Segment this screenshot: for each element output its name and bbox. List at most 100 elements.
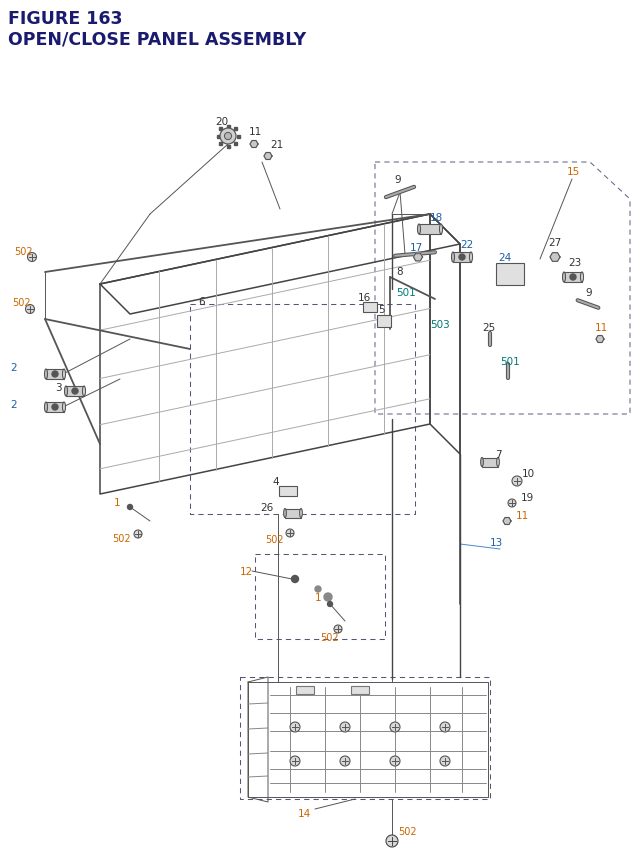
Text: 11: 11: [516, 511, 529, 520]
Bar: [419, 225, 441, 235]
Text: 12: 12: [240, 567, 253, 576]
Text: 502: 502: [398, 826, 417, 836]
Polygon shape: [503, 518, 511, 525]
Text: 26: 26: [260, 503, 273, 512]
Circle shape: [508, 499, 516, 507]
Text: 4: 4: [272, 476, 278, 486]
Circle shape: [334, 625, 342, 633]
Text: FIGURE 163: FIGURE 163: [8, 10, 122, 28]
Bar: [237, 135, 239, 139]
Circle shape: [72, 388, 78, 394]
Circle shape: [290, 756, 300, 766]
Bar: [453, 253, 471, 263]
Bar: [234, 128, 237, 131]
Text: 21: 21: [270, 139, 284, 150]
Text: 15: 15: [567, 167, 580, 177]
Text: 501: 501: [500, 356, 520, 367]
Ellipse shape: [481, 458, 483, 467]
Ellipse shape: [300, 509, 302, 518]
Circle shape: [28, 253, 36, 263]
Bar: [482, 458, 498, 467]
Bar: [496, 263, 524, 286]
Circle shape: [512, 476, 522, 486]
Bar: [564, 273, 582, 282]
Bar: [227, 126, 230, 128]
Text: 14: 14: [298, 808, 311, 818]
Ellipse shape: [45, 403, 47, 412]
Circle shape: [225, 133, 232, 140]
Polygon shape: [250, 141, 258, 148]
Bar: [296, 686, 314, 694]
Text: 502: 502: [265, 535, 284, 544]
Bar: [285, 509, 301, 518]
Ellipse shape: [497, 458, 499, 467]
Circle shape: [220, 129, 236, 145]
Text: 18: 18: [430, 213, 444, 223]
Ellipse shape: [451, 253, 454, 263]
Ellipse shape: [470, 253, 472, 263]
Circle shape: [127, 505, 132, 510]
Text: 25: 25: [482, 323, 495, 332]
Circle shape: [440, 722, 450, 732]
Text: 502: 502: [12, 298, 31, 307]
Bar: [46, 369, 64, 380]
Text: 9: 9: [394, 175, 401, 185]
Bar: [46, 403, 64, 412]
Bar: [234, 142, 237, 146]
Ellipse shape: [284, 509, 286, 518]
Text: 1: 1: [315, 592, 322, 603]
Circle shape: [286, 530, 294, 537]
Ellipse shape: [63, 403, 65, 412]
Polygon shape: [264, 153, 272, 160]
Bar: [220, 142, 223, 146]
Text: 9: 9: [585, 288, 591, 298]
Polygon shape: [550, 253, 560, 262]
Text: 3: 3: [55, 382, 61, 393]
Text: 1: 1: [114, 498, 120, 507]
Bar: [363, 303, 377, 313]
Ellipse shape: [83, 387, 86, 397]
Text: 19: 19: [521, 492, 534, 503]
Bar: [66, 387, 84, 397]
Text: 10: 10: [522, 468, 535, 479]
Circle shape: [386, 835, 398, 847]
Text: 502: 502: [320, 632, 339, 642]
Text: 13: 13: [490, 537, 503, 548]
Text: 502: 502: [14, 247, 33, 257]
Text: 16: 16: [358, 293, 371, 303]
Polygon shape: [596, 336, 604, 343]
Text: 23: 23: [568, 257, 581, 268]
Circle shape: [324, 593, 332, 601]
Ellipse shape: [417, 225, 420, 235]
Circle shape: [390, 722, 400, 732]
Text: 22: 22: [460, 239, 473, 250]
Ellipse shape: [65, 387, 67, 397]
Polygon shape: [413, 254, 422, 262]
Circle shape: [290, 722, 300, 732]
Text: 501: 501: [396, 288, 416, 298]
Circle shape: [570, 275, 576, 281]
Ellipse shape: [563, 273, 566, 282]
Circle shape: [340, 722, 350, 732]
Ellipse shape: [63, 369, 65, 380]
Text: 27: 27: [548, 238, 561, 248]
Text: 8: 8: [396, 267, 403, 276]
Circle shape: [440, 756, 450, 766]
Text: 11: 11: [595, 323, 608, 332]
Text: 20: 20: [215, 117, 228, 127]
Text: 24: 24: [498, 253, 511, 263]
Circle shape: [52, 372, 58, 378]
Text: 503: 503: [430, 319, 450, 330]
Text: OPEN/CLOSE PANEL ASSEMBLY: OPEN/CLOSE PANEL ASSEMBLY: [8, 30, 306, 48]
Text: 11: 11: [249, 127, 262, 137]
Text: 502: 502: [112, 533, 131, 543]
Text: 17: 17: [410, 243, 423, 253]
Text: 2: 2: [10, 400, 17, 410]
Circle shape: [26, 305, 35, 314]
Text: 6: 6: [198, 297, 205, 307]
Circle shape: [291, 576, 298, 583]
Text: 7: 7: [495, 449, 502, 460]
Bar: [220, 128, 223, 131]
Circle shape: [390, 756, 400, 766]
Bar: [351, 686, 369, 694]
